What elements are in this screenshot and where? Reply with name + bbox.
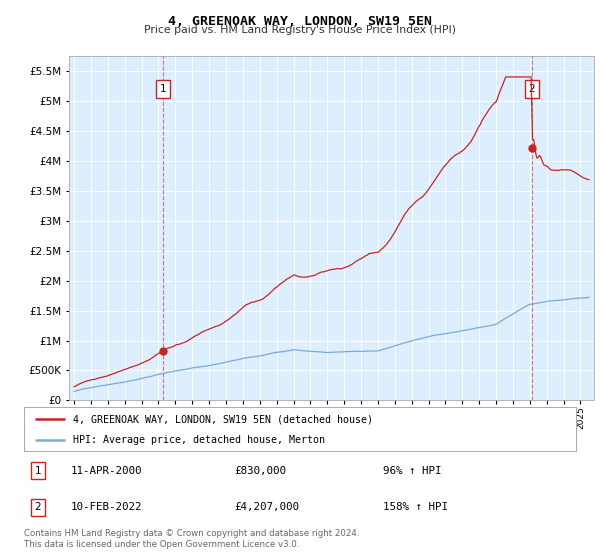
Text: 2: 2: [529, 84, 535, 94]
Text: 4, GREENOAK WAY, LONDON, SW19 5EN: 4, GREENOAK WAY, LONDON, SW19 5EN: [168, 15, 432, 27]
Text: 1: 1: [160, 84, 166, 94]
Text: HPI: Average price, detached house, Merton: HPI: Average price, detached house, Mert…: [73, 435, 325, 445]
Text: 10-FEB-2022: 10-FEB-2022: [71, 502, 142, 512]
Text: 4, GREENOAK WAY, LONDON, SW19 5EN (detached house): 4, GREENOAK WAY, LONDON, SW19 5EN (detac…: [73, 414, 373, 424]
Text: £4,207,000: £4,207,000: [234, 502, 299, 512]
Text: 2: 2: [34, 502, 41, 512]
Text: 1: 1: [34, 466, 41, 476]
Text: £830,000: £830,000: [234, 466, 286, 476]
Text: Price paid vs. HM Land Registry's House Price Index (HPI): Price paid vs. HM Land Registry's House …: [144, 25, 456, 35]
Text: 11-APR-2000: 11-APR-2000: [71, 466, 142, 476]
Text: 96% ↑ HPI: 96% ↑ HPI: [383, 466, 442, 476]
Text: Contains HM Land Registry data © Crown copyright and database right 2024.
This d: Contains HM Land Registry data © Crown c…: [24, 529, 359, 549]
Text: 158% ↑ HPI: 158% ↑ HPI: [383, 502, 448, 512]
